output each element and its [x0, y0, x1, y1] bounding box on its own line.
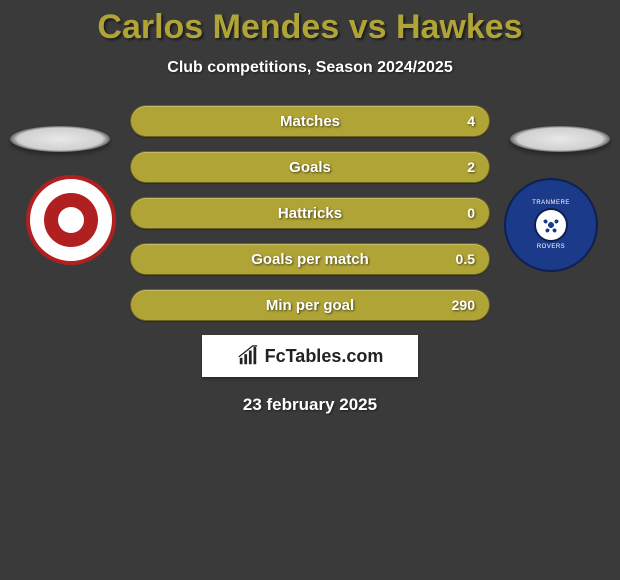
player-shadow-right — [510, 126, 610, 152]
stat-value: 2 — [467, 159, 475, 175]
stat-value: 290 — [452, 297, 475, 313]
page-title: Carlos Mendes vs Hawkes — [0, 0, 620, 47]
stat-value: 0.5 — [456, 251, 475, 267]
date-label: 23 february 2025 — [0, 395, 620, 415]
team-badge-left — [26, 175, 116, 265]
stat-label: Matches — [131, 113, 489, 130]
chart-icon — [237, 345, 259, 367]
subtitle: Club competitions, Season 2024/2025 — [0, 59, 620, 77]
stat-label: Goals — [131, 159, 489, 176]
stat-row: Goals per match0.5 — [130, 243, 490, 275]
banner-text: FcTables.com — [265, 346, 384, 367]
brand-banner: FcTables.com — [202, 335, 418, 377]
team-badge-right: TRANMERE ROVERS — [504, 178, 598, 272]
stat-row: Hattricks0 — [130, 197, 490, 229]
player-shadow-left — [10, 126, 110, 152]
stat-label: Hattricks — [131, 205, 489, 222]
stat-value: 4 — [467, 113, 475, 129]
stat-row: Matches4 — [130, 105, 490, 137]
stat-row: Goals2 — [130, 151, 490, 183]
stat-label: Min per goal — [131, 297, 489, 314]
comparison-card: Carlos Mendes vs Hawkes Club competition… — [0, 0, 620, 415]
stat-row: Min per goal290 — [130, 289, 490, 321]
stat-label: Goals per match — [131, 251, 489, 268]
stat-value: 0 — [467, 205, 475, 221]
stats-list: Matches4Goals2Hattricks0Goals per match0… — [130, 105, 490, 321]
